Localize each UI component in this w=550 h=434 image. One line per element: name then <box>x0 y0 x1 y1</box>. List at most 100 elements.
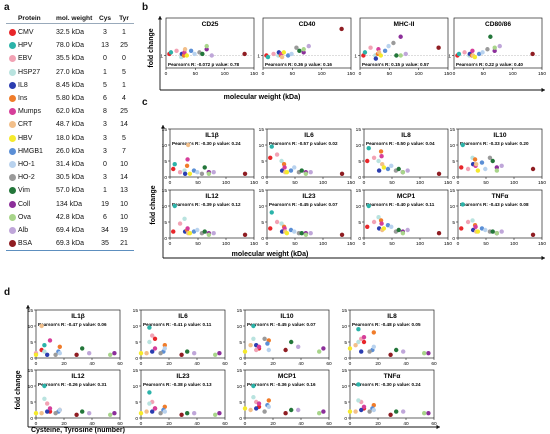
c-x-axis-arrow-head <box>541 255 545 261</box>
plot-frame <box>169 128 255 178</box>
y-tick-label: 10 <box>162 143 168 149</box>
data-point <box>179 412 184 417</box>
data-point <box>199 171 205 176</box>
data-point <box>479 160 485 165</box>
x-tick-label: 0 <box>35 361 38 367</box>
b-y-axis-arrow-head <box>157 16 163 20</box>
cell-cys: 0 <box>103 160 107 168</box>
data-point <box>317 411 322 416</box>
table-row: HSP27 27.0 kDa 1 5 <box>6 66 134 79</box>
data-point <box>45 352 50 357</box>
data-point <box>296 407 301 413</box>
panel-label-a: a <box>4 2 10 13</box>
data-point <box>33 411 39 416</box>
data-point <box>386 43 391 49</box>
x-tick-label: 40 <box>298 361 304 367</box>
x-tick-label: 50 <box>292 241 298 247</box>
data-point <box>279 229 285 234</box>
data-point <box>57 351 62 356</box>
data-point <box>371 407 376 413</box>
protein-color-dot <box>8 187 16 195</box>
data-point <box>158 351 163 356</box>
color-dot-cell <box>6 200 18 208</box>
data-point <box>268 226 273 231</box>
data-point <box>191 229 197 234</box>
data-point <box>265 54 271 60</box>
x-tick-label: 20 <box>61 421 67 427</box>
x-tick-label: 0 <box>35 421 38 427</box>
data-point <box>321 346 326 351</box>
x-tick-label: 20 <box>375 361 381 367</box>
data-point <box>138 411 144 416</box>
x-tick-label: 150 <box>250 71 258 77</box>
data-point <box>492 45 497 50</box>
data-point <box>289 407 294 413</box>
scatter-plot-b-1: CD25 Pearson's R: -0.072 p value: 0.78 1 0 5… <box>160 17 258 77</box>
cell-protein: HO-1 <box>18 160 35 168</box>
data-point <box>172 203 177 209</box>
data-point <box>242 406 248 411</box>
pearson-stats: Pearson's R: -0.38 p value: 0.13 <box>143 382 212 387</box>
data-point <box>479 226 485 231</box>
data-point <box>472 157 478 162</box>
data-point <box>396 227 401 233</box>
x-tick-label: 100 <box>509 71 517 77</box>
panel-label-c: c <box>142 97 148 108</box>
data-point <box>147 339 152 345</box>
color-dot-cell <box>6 187 18 195</box>
data-point <box>483 227 488 233</box>
data-point <box>366 203 371 209</box>
x-tick-label: 0 <box>244 361 247 367</box>
color-dot-cell <box>6 68 18 76</box>
data-point <box>53 352 58 357</box>
data-point <box>266 347 271 353</box>
scatter-plot-c-11: MCP1 Pearson's R: -0.40 p value: 0.11 0 5 10… <box>356 188 453 247</box>
plot-title: MCP1 <box>397 193 416 200</box>
data-point <box>204 43 209 49</box>
cell-tyr: 1 <box>122 81 126 89</box>
header-protein: Protein <box>18 15 41 22</box>
color-dot-cell <box>6 108 18 116</box>
cell-cys: 6 <box>103 213 107 221</box>
cell-protein: IL8 <box>18 81 28 89</box>
y-tick-label: 5 <box>135 340 138 346</box>
data-point <box>317 349 322 354</box>
data-point <box>299 231 304 236</box>
data-point <box>213 412 218 417</box>
cell-mol-weight: 31.4 kDa <box>56 160 85 168</box>
plot-title: CD25 <box>202 21 219 28</box>
data-point <box>353 343 358 348</box>
pearson-stats: Pearson's R: -0.33 p value: 0.20 <box>460 141 529 146</box>
y-tick-label: 15 <box>133 368 139 374</box>
data-point <box>401 349 406 354</box>
pearson-stats: Pearson's R: -0.50 p value: 0.04 <box>366 141 435 146</box>
data-point <box>378 149 384 154</box>
y-tick-label: 15 <box>259 188 265 194</box>
table-row: HO-1 31.4 kDa 0 10 <box>6 158 134 171</box>
x-tick-label: 0 <box>349 421 352 427</box>
data-point <box>53 411 58 416</box>
data-point <box>475 168 481 173</box>
data-point <box>213 352 218 357</box>
data-point <box>308 170 313 175</box>
y-tick-label: 10 <box>342 324 348 330</box>
table-row: HMGB1 26.0 kDa 3 7 <box>6 145 134 158</box>
data-point <box>472 54 478 60</box>
plot-title: IL6 <box>178 313 188 320</box>
data-point <box>150 349 155 354</box>
data-point <box>192 51 197 57</box>
y-tick-label: 10 <box>28 324 34 330</box>
scatter-plot-c-10: IL23 Pearson's R: -0.45 p value: 0.07 0 5 10… <box>259 188 356 247</box>
plot-frame <box>457 189 543 239</box>
data-point <box>381 226 387 231</box>
c-y-axis-arrow-head <box>160 125 166 129</box>
data-point <box>251 323 256 329</box>
data-point <box>391 40 396 46</box>
y-tick-label: 10 <box>259 204 265 210</box>
data-point <box>184 53 190 58</box>
x-tick-label: 100 <box>416 180 424 186</box>
b-y-axis-title: fold change <box>148 28 155 67</box>
data-point <box>403 51 408 57</box>
data-point <box>45 409 50 414</box>
y-tick-label: 5 <box>164 159 167 165</box>
